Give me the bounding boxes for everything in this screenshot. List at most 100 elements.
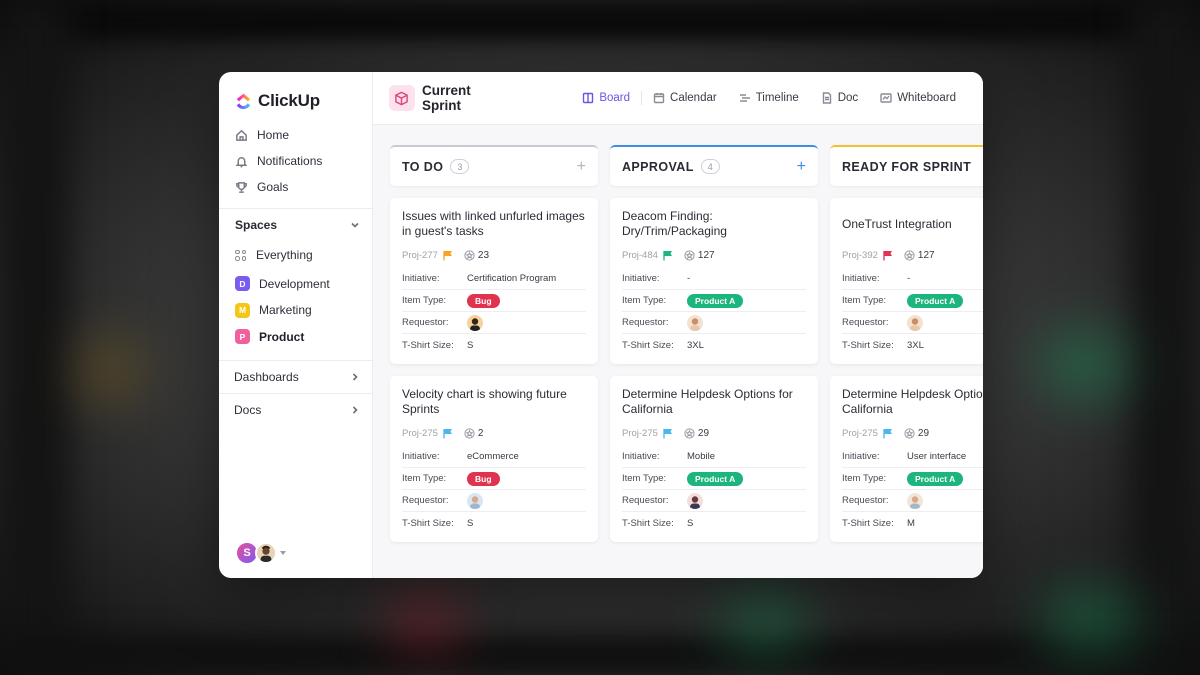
item-type-pill[interactable]: Product A xyxy=(907,471,964,486)
task-card[interactable]: Deacom Finding: Dry/Trim/Packaging Proj-… xyxy=(610,198,818,364)
priority-flag-icon[interactable] xyxy=(883,428,893,439)
requestor-avatar[interactable] xyxy=(687,492,703,509)
chevron-down-icon[interactable] xyxy=(350,220,360,230)
field-size[interactable]: T-Shirt Size: S xyxy=(402,512,586,534)
cube-icon xyxy=(395,91,409,105)
requestor-avatar[interactable] xyxy=(467,314,483,331)
field-requestor[interactable]: Requestor: xyxy=(842,490,983,512)
field-item-type[interactable]: Item Type: Bug xyxy=(402,290,586,312)
field-requestor[interactable]: Requestor: xyxy=(402,490,586,512)
field-initiative[interactable]: Initiative: - xyxy=(622,268,806,290)
nav-notifications[interactable]: Notifications xyxy=(219,148,372,174)
field-initiative[interactable]: Initiative: Certification Program xyxy=(402,268,586,290)
requestor-avatar[interactable] xyxy=(687,314,703,331)
column-header[interactable]: READY FOR SPRINT xyxy=(830,145,983,186)
field-initiative[interactable]: Initiative: Mobile xyxy=(622,446,806,468)
field-requestor[interactable]: Requestor: xyxy=(622,490,806,512)
item-type-pill[interactable]: Product A xyxy=(687,471,744,486)
tab-doc[interactable]: Doc xyxy=(810,92,869,104)
field-size[interactable]: T-Shirt Size: 3XL xyxy=(622,334,806,356)
task-card[interactable]: Determine Helpdesk Options for Californi… xyxy=(610,376,818,542)
field-item-type[interactable]: Item Type: Product A xyxy=(622,468,806,490)
sprint-points[interactable]: 23 xyxy=(464,250,489,261)
board-icon xyxy=(583,92,594,104)
task-title[interactable]: Determine Helpdesk Options for Californi… xyxy=(842,387,983,416)
space-product[interactable]: P Product xyxy=(219,324,372,351)
item-type-pill[interactable]: Bug xyxy=(467,293,500,308)
priority-flag-icon[interactable] xyxy=(443,428,453,439)
field-size[interactable]: T-Shirt Size: S xyxy=(402,334,586,356)
task-card[interactable]: Velocity chart is showing future Sprints… xyxy=(390,376,598,542)
priority-flag-icon[interactable] xyxy=(663,428,673,439)
caret-down-icon[interactable] xyxy=(280,551,286,555)
field-label: T-Shirt Size: xyxy=(402,339,454,351)
field-label: Initiative: xyxy=(402,273,440,284)
item-type-pill[interactable]: Bug xyxy=(467,471,500,486)
task-title[interactable]: Issues with linked unfurled images in gu… xyxy=(402,209,585,238)
teammate-avatar[interactable] xyxy=(255,542,277,564)
task-title[interactable]: Determine Helpdesk Options for Californi… xyxy=(622,387,793,416)
sprint-points[interactable]: 29 xyxy=(904,428,929,439)
tab-timeline[interactable]: Timeline xyxy=(728,92,810,104)
field-size[interactable]: T-Shirt Size: 3XL xyxy=(842,334,983,356)
field-item-type[interactable]: Item Type: Product A xyxy=(842,290,983,312)
space-marketing[interactable]: M Marketing xyxy=(219,297,372,324)
chevron-right-icon xyxy=(352,373,358,381)
sprint-points[interactable]: 2 xyxy=(464,428,483,439)
tab-separator xyxy=(641,91,643,105)
tab-whiteboard[interactable]: Whiteboard xyxy=(869,92,967,104)
docs-row[interactable]: Docs xyxy=(219,393,372,426)
field-item-type[interactable]: Item Type: Product A xyxy=(622,290,806,312)
nav-goals[interactable]: Goals xyxy=(219,174,372,200)
field-initiative[interactable]: Initiative: - xyxy=(842,268,983,290)
user-menu[interactable]: S xyxy=(235,541,286,565)
field-requestor[interactable]: Requestor: xyxy=(842,312,983,334)
task-title[interactable]: OneTrust Integration xyxy=(842,217,952,231)
task-card[interactable]: OneTrust Integration Proj-392 127 Initia… xyxy=(830,198,983,364)
priority-flag-icon[interactable] xyxy=(883,250,893,261)
requestor-avatar[interactable] xyxy=(907,492,923,509)
task-meta: Proj-275 29 xyxy=(622,426,806,440)
initiative-value: Mobile xyxy=(687,451,715,462)
sprint-points[interactable]: 127 xyxy=(684,250,715,261)
field-label: Item Type: xyxy=(842,295,887,306)
sprint-points[interactable]: 127 xyxy=(904,250,935,261)
space-everything[interactable]: Everything xyxy=(219,242,372,269)
add-task-button[interactable]: + xyxy=(796,157,806,175)
field-item-type[interactable]: Item Type: Bug xyxy=(402,468,586,490)
view-tabs: Board Calendar Timeline Doc Whitebo xyxy=(571,91,967,105)
field-size[interactable]: T-Shirt Size: M xyxy=(842,512,983,534)
field-initiative[interactable]: Initiative: eCommerce xyxy=(402,446,586,468)
add-task-button[interactable]: + xyxy=(576,157,586,175)
task-card[interactable]: Determine Helpdesk Options for Californi… xyxy=(830,376,983,542)
field-item-type[interactable]: Item Type: Product A xyxy=(842,468,983,490)
field-requestor[interactable]: Requestor: xyxy=(622,312,806,334)
task-id: Proj-275 xyxy=(622,427,658,439)
field-label: Requestor: xyxy=(402,495,449,506)
requestor-avatar[interactable] xyxy=(907,314,923,331)
requestor-avatar[interactable] xyxy=(467,492,483,509)
priority-flag-icon[interactable] xyxy=(663,250,673,261)
field-initiative[interactable]: Initiative: User interface xyxy=(842,446,983,468)
sprint-points[interactable]: 29 xyxy=(684,428,709,439)
logo[interactable]: ClickUp xyxy=(219,72,372,122)
task-card[interactable]: Issues with linked unfurled images in gu… xyxy=(390,198,598,364)
tab-calendar[interactable]: Calendar xyxy=(642,92,728,104)
bell-icon xyxy=(235,156,248,167)
item-type-pill[interactable]: Product A xyxy=(907,293,964,308)
field-size[interactable]: T-Shirt Size: S xyxy=(622,512,806,534)
spaces-header[interactable]: Spaces xyxy=(219,210,372,240)
space-development[interactable]: D Development xyxy=(219,271,372,298)
column-header[interactable]: TO DO 3 + xyxy=(390,145,598,186)
field-label: T-Shirt Size: xyxy=(622,517,674,529)
priority-flag-icon[interactable] xyxy=(443,250,453,261)
field-label: Initiative: xyxy=(842,273,880,284)
column-header[interactable]: APPROVAL 4 + xyxy=(610,145,818,186)
task-title[interactable]: Deacom Finding: Dry/Trim/Packaging xyxy=(622,209,727,238)
nav-home[interactable]: Home xyxy=(219,122,372,148)
field-requestor[interactable]: Requestor: xyxy=(402,312,586,334)
dashboards-row[interactable]: Dashboards xyxy=(219,360,372,393)
tab-board[interactable]: Board xyxy=(571,92,641,104)
task-title[interactable]: Velocity chart is showing future Sprints xyxy=(402,387,567,416)
item-type-pill[interactable]: Product A xyxy=(687,293,744,308)
